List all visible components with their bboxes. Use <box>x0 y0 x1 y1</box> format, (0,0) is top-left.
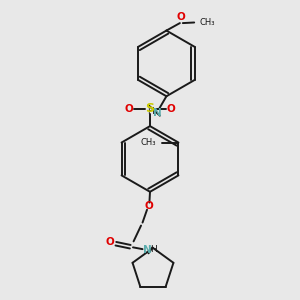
Text: O: O <box>167 104 175 114</box>
Text: N: N <box>142 245 152 255</box>
Text: O: O <box>125 104 134 114</box>
Text: O: O <box>106 237 115 247</box>
Text: N: N <box>153 108 162 118</box>
Text: S: S <box>146 102 154 115</box>
Text: CH₃: CH₃ <box>141 138 156 147</box>
Text: O: O <box>144 201 153 211</box>
Text: CH₃: CH₃ <box>199 18 215 27</box>
Text: O: O <box>176 13 185 22</box>
Text: H: H <box>150 244 157 253</box>
Text: H: H <box>148 107 154 116</box>
